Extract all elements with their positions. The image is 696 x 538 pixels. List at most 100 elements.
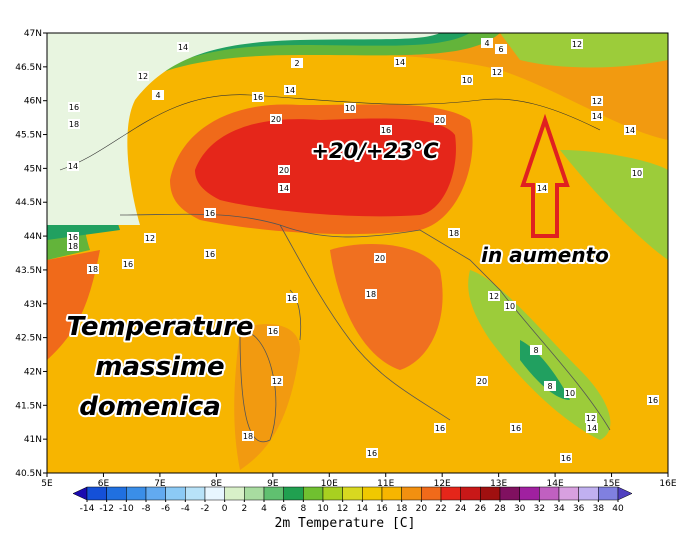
colorbar-tick-label: -6	[161, 504, 170, 514]
colorbar-tick-label: -12	[99, 504, 114, 514]
annotation-trend: in aumento	[481, 243, 609, 267]
lat-label: 41N	[24, 435, 42, 445]
map-frame	[46, 32, 669, 474]
annotation-range: +20/+23°C	[311, 139, 439, 163]
lon-label: 10E	[321, 479, 338, 489]
colorbar-tick-label: 40	[612, 504, 624, 514]
contour-label: 16	[68, 233, 78, 242]
colorbar-tick-label: -14	[80, 504, 95, 514]
contour-label-bg	[481, 38, 493, 48]
contour-label-bg	[564, 388, 576, 398]
colorbar-box	[362, 486, 383, 501]
contour-label-bg	[591, 111, 603, 121]
contour-label-bg	[242, 431, 254, 441]
colorbar-tick-label: -8	[142, 504, 151, 514]
contour-label: 18	[88, 265, 98, 274]
trend-arrow	[520, 113, 570, 238]
colorbar-box	[381, 486, 402, 501]
colorbar-tick-label: 18	[396, 504, 408, 514]
contour-label-bg	[544, 381, 556, 391]
contour-label: 16	[435, 424, 445, 433]
contour-label: 18	[366, 290, 376, 299]
colorbar-box	[539, 486, 560, 501]
colorbar-tick-label: 24	[455, 504, 467, 514]
contour-label: 12	[272, 377, 282, 386]
colorbar-box	[421, 486, 442, 501]
contour-label-bg	[491, 67, 503, 77]
contour-label: 16	[381, 126, 391, 135]
lon-label: 7E	[154, 479, 166, 489]
contour-label-bg	[67, 241, 79, 251]
contour-label: 12	[592, 97, 602, 106]
colorbar-tick-label: 16	[376, 504, 388, 514]
colorbar-box	[401, 486, 422, 501]
contour-label: 12	[145, 234, 155, 243]
caption-line: massime	[95, 352, 224, 382]
colorbar-tick-label: 8	[300, 504, 306, 514]
contour-label-bg	[278, 183, 290, 193]
contour-label: 8	[533, 346, 538, 355]
contour-label-bg	[374, 253, 386, 263]
contour-label-bg	[152, 90, 164, 100]
lon-label: 16E	[659, 479, 676, 489]
colorbar-box	[578, 486, 599, 501]
lon-label: 6E	[98, 479, 110, 489]
contour-label-bg	[434, 423, 446, 433]
contour-label-bg	[394, 57, 406, 67]
colorbar: -14 -12 -10 -8 -6 -4 -2 0 2 4 6 8 10 12 14 16 18 20 22 24 26…	[72, 486, 633, 514]
colorbar-end	[617, 486, 633, 501]
contour-label: 16	[205, 250, 215, 259]
colorbar-tick-label: 22	[435, 504, 446, 514]
contour-label: 14	[178, 43, 188, 52]
contour-label: 12	[489, 292, 499, 301]
contour-label-bg	[286, 293, 298, 303]
caption-line: domenica	[79, 392, 221, 422]
contour-label: 16	[287, 294, 297, 303]
contour-label-bg	[284, 85, 296, 95]
contour-label-bg	[68, 119, 80, 129]
contour-label-bg	[291, 58, 303, 68]
colorbar-tick-label: 30	[514, 504, 526, 514]
contour-label-bg	[476, 376, 488, 386]
contour-label: 16	[69, 103, 79, 112]
colorbar-tick-label: 0	[222, 504, 228, 514]
lat-label: 43.5N	[15, 266, 42, 276]
contour-label: 14	[592, 112, 602, 121]
colorbar-tick-label: 26	[475, 504, 487, 514]
border	[59, 94, 601, 171]
contour-label-bg	[365, 289, 377, 299]
lat-label: 47N	[24, 29, 42, 39]
colorbar-box	[558, 486, 579, 501]
contour-label: 20	[271, 115, 281, 124]
contour-label-bg	[530, 345, 542, 355]
colorbar-tick-label: 28	[494, 504, 506, 514]
contour-label: 12	[138, 72, 148, 81]
colorbar-tick-label: 10	[317, 504, 329, 514]
lon-label: 8E	[211, 479, 223, 489]
lat-label: 42N	[24, 367, 42, 377]
contour-label-bg	[144, 233, 156, 243]
contour-label-bg	[495, 44, 507, 54]
contour-label-bg	[434, 115, 446, 125]
contour-label: 4	[155, 91, 160, 100]
colorbar-box	[499, 486, 520, 501]
colorbar-tick-label: 20	[416, 504, 428, 514]
colorbar-box	[86, 486, 107, 501]
colorbar-title: 2m Temperature [C]	[275, 516, 416, 531]
contour-label-bg	[204, 208, 216, 218]
field-west	[47, 250, 100, 360]
contour-label-bg	[344, 103, 356, 113]
contour-label-bg	[560, 453, 572, 463]
lon-label: 13E	[490, 479, 507, 489]
contour-label-bg	[271, 376, 283, 386]
lon-label: 15E	[603, 479, 620, 489]
colorbar-box	[204, 486, 225, 501]
lat-label: 45.5N	[15, 131, 42, 141]
contour-label: 20	[477, 377, 487, 386]
colorbar-tick-label: 2	[241, 504, 247, 514]
contour-label-bg	[585, 413, 597, 423]
contour-label: 16	[648, 396, 658, 405]
colorbar-tick-label: 12	[337, 504, 348, 514]
